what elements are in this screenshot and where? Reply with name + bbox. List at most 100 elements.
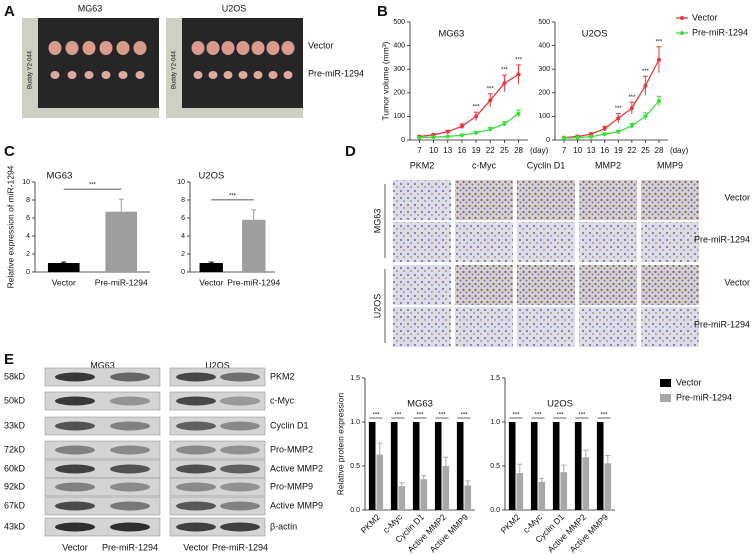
lane-label: Vector — [183, 542, 209, 552]
x-tick-label: Pre-miR-1294 — [95, 277, 148, 287]
legend-swatch — [660, 394, 671, 402]
tumor — [65, 41, 79, 55]
x-tick-label: 19 — [472, 146, 481, 155]
ihc-image — [517, 307, 575, 347]
chart-title: MG63 — [47, 171, 73, 182]
x-tick-label: 13 — [443, 146, 452, 155]
panel-letter: B — [377, 3, 388, 20]
x-tick-label: 7 — [417, 146, 422, 155]
blot-band — [110, 372, 150, 382]
x-tick-label: PKM2 — [499, 512, 523, 536]
y-tick-label: 400 — [538, 42, 550, 49]
y-tick-label: 0.0 — [490, 507, 500, 514]
y-tick-label: 100 — [393, 113, 405, 120]
y-tick-label: 1.5 — [350, 375, 360, 382]
blot-band — [55, 372, 95, 382]
significance: *** — [578, 413, 586, 419]
significance: *** — [534, 413, 542, 419]
ihc-image — [579, 307, 637, 347]
legend-label: Pre-miR-1294 — [692, 27, 748, 37]
point — [656, 99, 661, 104]
point — [575, 135, 580, 140]
marker-label: 33kD — [4, 420, 26, 430]
significance: *** — [512, 413, 520, 419]
ihc-image — [455, 180, 513, 220]
bar — [508, 422, 516, 510]
ihc-image — [641, 180, 699, 220]
bar — [434, 422, 442, 510]
blot-band — [220, 464, 260, 474]
chart-title: U2OS — [199, 171, 225, 182]
chart-title: MG63 — [438, 29, 464, 40]
point — [516, 72, 521, 77]
series-line — [564, 100, 660, 139]
bar — [574, 422, 582, 510]
x-tick-label: 16 — [457, 146, 466, 155]
tumor — [221, 41, 235, 55]
ihc-image — [641, 222, 699, 262]
bar — [560, 472, 568, 510]
significance: *** — [229, 193, 237, 199]
blot-band — [176, 482, 216, 492]
point — [516, 111, 521, 116]
bar — [552, 422, 560, 510]
tumor — [135, 71, 145, 79]
blot-strip — [44, 477, 161, 497]
x-tick-label: 10 — [573, 146, 582, 155]
marker-label: 72kD — [4, 444, 26, 454]
panel-letter: E — [4, 351, 14, 368]
bar — [604, 463, 612, 510]
row-label: Vector — [724, 277, 750, 287]
column-label: U2OS — [205, 360, 230, 370]
blot-band — [176, 522, 216, 532]
significance: *** — [515, 58, 523, 64]
significance: *** — [438, 413, 446, 419]
point — [502, 121, 507, 126]
marker-label: 60kD — [4, 463, 26, 473]
chart-title: MG63 — [407, 399, 433, 410]
y-tick-label: 0.5 — [350, 463, 360, 470]
ruler-label: Buddy Y2-044 — [28, 50, 34, 89]
blot-strip — [44, 416, 161, 436]
significance: *** — [372, 413, 380, 419]
y-tick-label: 100 — [538, 113, 550, 120]
protein-label: Pro-MMP2 — [270, 444, 313, 454]
point — [643, 114, 648, 119]
y-tick-label: 2 — [181, 251, 185, 258]
blot-band — [176, 464, 216, 474]
blot-band — [220, 522, 260, 532]
blot-band — [55, 482, 95, 492]
significance: *** — [615, 106, 623, 112]
blot-strip — [44, 367, 161, 387]
x-tick-label: 25 — [641, 146, 650, 155]
point — [474, 130, 479, 135]
blot-strip — [44, 391, 161, 411]
tumor — [206, 41, 220, 55]
column-label: MMP2 — [595, 160, 621, 170]
blot-band — [55, 522, 95, 532]
point — [445, 134, 450, 139]
tumor — [283, 71, 293, 79]
blot-band — [220, 396, 260, 406]
axis-line — [554, 22, 668, 141]
significance: *** — [501, 68, 509, 74]
ihc-image — [579, 222, 637, 262]
blot-band — [176, 501, 216, 511]
x-tick-label: 10 — [429, 146, 438, 155]
lane-label: Vector — [62, 542, 88, 552]
significance: *** — [628, 95, 636, 101]
blot-strip — [169, 517, 266, 537]
bar — [420, 479, 428, 510]
marker-label: 50kD — [4, 395, 26, 405]
tumor — [238, 71, 248, 79]
blot-band — [176, 421, 216, 431]
bar — [464, 485, 472, 510]
blot-band — [176, 396, 216, 406]
blot-band — [55, 396, 95, 406]
point — [629, 123, 634, 128]
x-tick-label: 7 — [562, 146, 567, 155]
row-label: Vector — [308, 40, 334, 50]
blot-band — [110, 396, 150, 406]
y-tick-label: 4 — [26, 233, 30, 240]
